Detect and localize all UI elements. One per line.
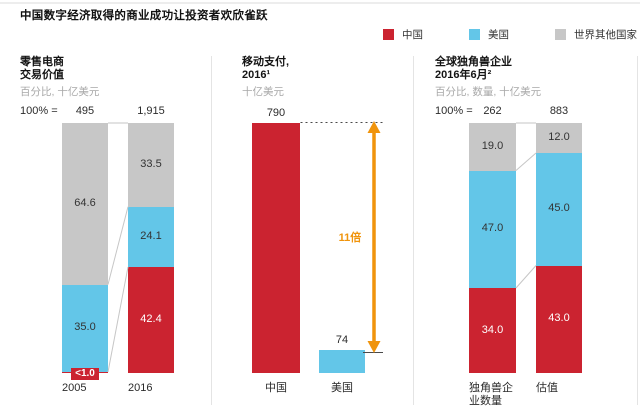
hundred-percent-label: 100% =	[435, 105, 473, 117]
panel-subtitle: 十亿美元	[242, 86, 284, 98]
segment-label: 24.1	[140, 229, 162, 242]
panel-title: 全球独角兽企业	[435, 56, 512, 68]
arrow-up-head	[367, 121, 381, 133]
category-label: 美国	[331, 382, 353, 394]
bar-segment: 34.0	[469, 288, 516, 373]
segment-label: 45.0	[548, 202, 570, 215]
panel-subtitle: 百分比, 数量, 十亿美元	[435, 86, 542, 98]
bar-segment: 42.4	[128, 267, 174, 373]
legend: 中国 美国 世界其他国家	[383, 27, 637, 42]
bar-total: 1,915	[137, 105, 165, 117]
legend-swatch	[469, 29, 480, 40]
bar-segment: 19.0	[469, 123, 516, 171]
panel-divider	[637, 56, 638, 405]
connector-line	[107, 206, 129, 285]
bar	[319, 349, 365, 373]
bar-segment: 47.0	[469, 170, 516, 288]
bar-segment: 43.0	[536, 265, 582, 373]
segment-label: 42.4	[140, 313, 162, 325]
segment-label: 64.6	[74, 196, 96, 209]
panel-divider	[211, 56, 212, 405]
bar-segment: 12.0	[536, 123, 582, 153]
panel-title: 零售电商	[20, 56, 64, 68]
segment-label: 33.5	[140, 157, 162, 170]
panel-title: 交易价值	[20, 68, 64, 81]
legend-item: 世界其他国家	[555, 27, 637, 42]
legend-label: 中国	[402, 29, 423, 41]
top-divider	[0, 2, 640, 4]
panel-title: 2016¹	[242, 68, 271, 81]
legend-label: 美国	[488, 29, 509, 41]
segment-label: 34.0	[481, 323, 504, 336]
segment-label: 43.0	[548, 312, 570, 325]
bar-value-label: 74	[335, 333, 349, 346]
bar-segment: 35.0	[62, 284, 108, 372]
panel-divider	[413, 56, 414, 405]
bar-segment: 33.5	[128, 123, 174, 207]
segment-label: 19.0	[481, 139, 504, 152]
chart-title: 中国数字经济取得的商业成功让投资者欢欣雀跃	[20, 10, 268, 22]
segment-label: 12.0	[548, 131, 570, 143]
category-label: 估值	[536, 382, 558, 394]
panel-subtitle: 百分比, 十亿美元	[20, 86, 100, 98]
legend-item: 美国	[469, 27, 509, 42]
bar-value-label: 790	[266, 107, 286, 119]
connector-line	[107, 266, 129, 373]
panel-title: 移动支付,	[242, 56, 290, 68]
bar-total: 262	[483, 105, 502, 117]
bar-segment: 24.1	[128, 206, 174, 267]
connector-line	[515, 152, 537, 171]
legend-swatch	[555, 29, 566, 40]
bar	[252, 123, 300, 373]
multiplier-label: 11倍	[338, 232, 362, 244]
small-value-badge: <1.0	[71, 368, 99, 380]
panel-title: 2016年6月²	[435, 68, 492, 81]
category-label: 2016	[128, 382, 153, 394]
connector-line	[515, 265, 537, 289]
category-label: 2005	[62, 382, 87, 394]
legend-swatch	[383, 29, 394, 40]
hundred-percent-label: 100% =	[20, 105, 58, 117]
category-label: 独角兽企 业数量	[469, 382, 513, 407]
legend-label: 世界其他国家	[574, 29, 637, 41]
segment-label: 35.0	[74, 321, 96, 334]
bar-segment: 64.6	[62, 123, 108, 285]
legend-item: 中国	[383, 27, 423, 42]
segment-label: 47.0	[481, 222, 504, 235]
bar-segment: 45.0	[536, 153, 582, 266]
bar-total: 883	[549, 105, 569, 117]
category-label: 中国	[265, 382, 287, 394]
bar-total: 495	[75, 105, 95, 117]
